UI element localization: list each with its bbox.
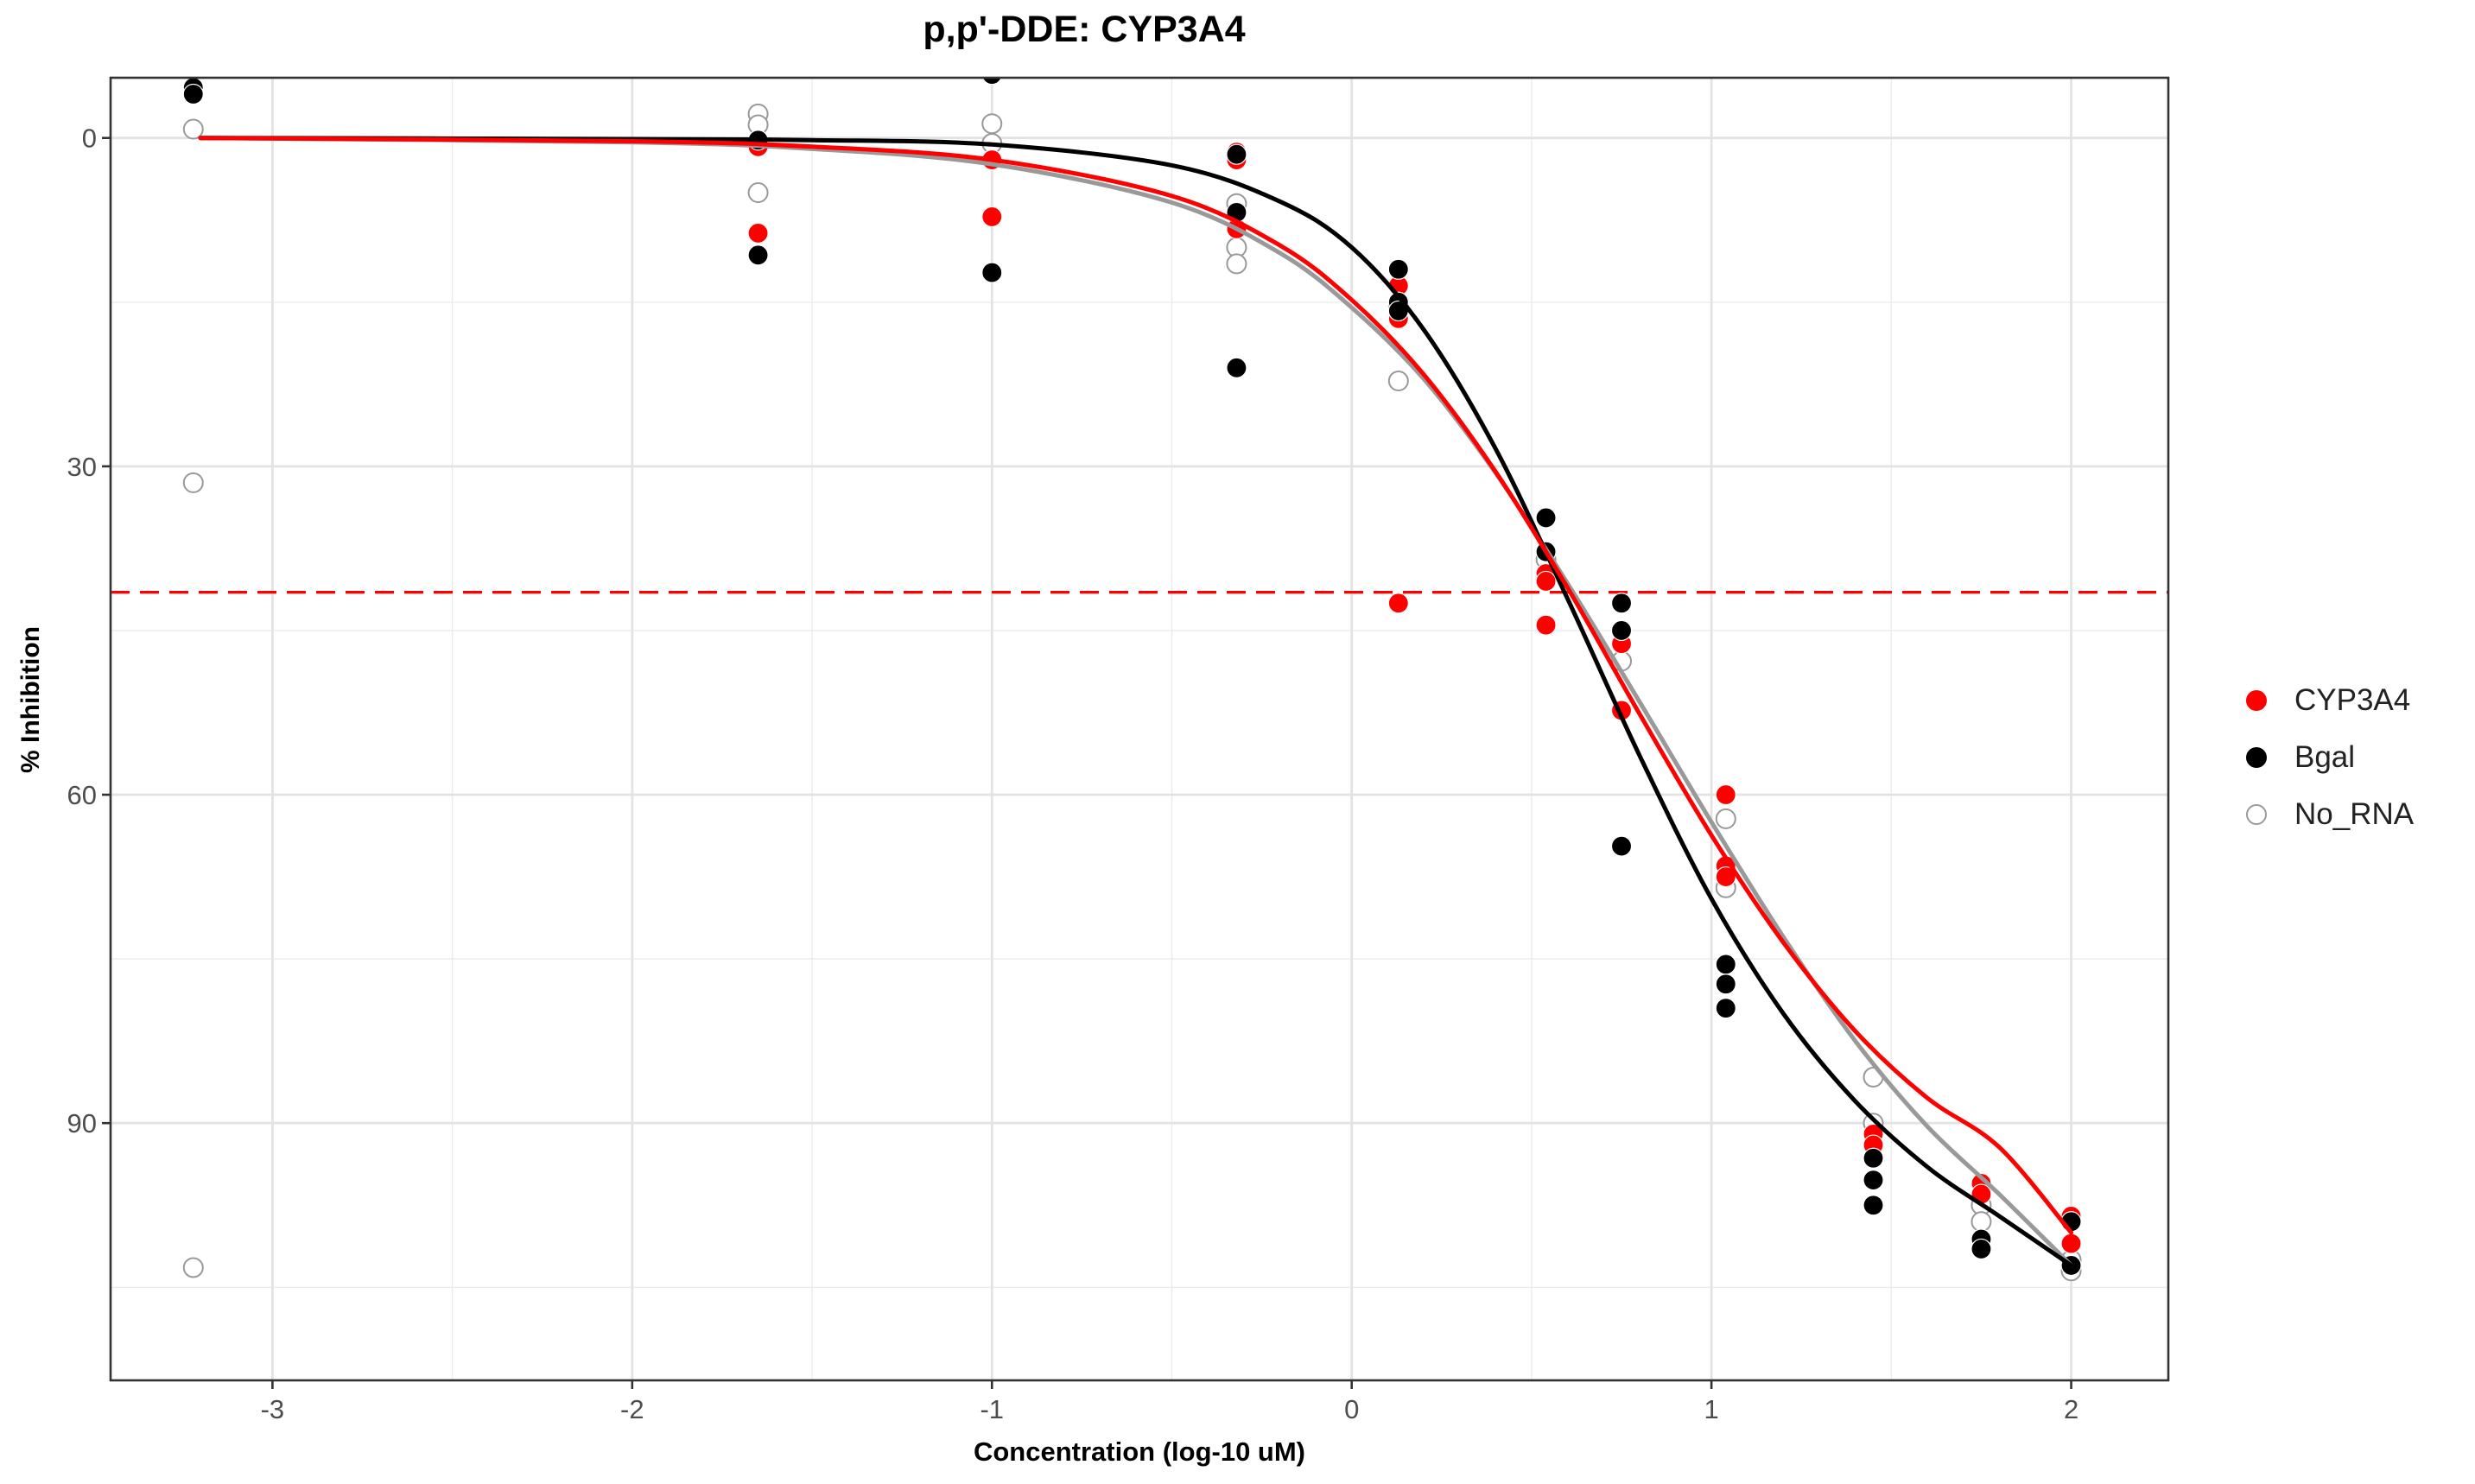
fit-curve-bgal — [198, 136, 2074, 1268]
y-tick-label: 90 — [67, 1108, 97, 1138]
x-tick-label: 1 — [1704, 1394, 1719, 1424]
legend-item-no_rna: No_RNA — [2237, 786, 2414, 843]
legend-label: CYP3A4 — [2294, 683, 2411, 717]
chart-title: p,p'-DDE: CYP3A4 — [923, 9, 1246, 50]
data-point-bgal — [1610, 593, 1633, 614]
data-point-bgal — [981, 78, 1002, 86]
legend-key — [2237, 796, 2275, 834]
x-axis-label: Concentration (log-10 uM) — [973, 1436, 1306, 1467]
data-point-bgal — [981, 262, 1003, 283]
data-point-bgal — [1387, 258, 1409, 280]
data-point-bgal — [1226, 143, 1247, 165]
data-point-no_rna — [1387, 371, 1409, 392]
fit-curves — [198, 136, 2074, 1268]
data-point-bgal — [1715, 998, 1736, 1019]
legend-label: No_RNA — [2294, 797, 2415, 831]
data-point-bgal — [1535, 507, 1557, 529]
y-tick-label: 30 — [67, 452, 97, 482]
plot-border — [109, 76, 2170, 1382]
x-tick-label: 0 — [1344, 1394, 1359, 1424]
data-point-bgal — [747, 244, 769, 266]
legend-item-bgal: Bgal — [2237, 729, 2414, 786]
fit-curve-cyp3a4 — [198, 136, 2074, 1235]
data-point-bgal — [1610, 619, 1633, 642]
data-point-bgal — [1715, 954, 1736, 975]
legend-key — [2237, 682, 2275, 720]
legend-marker — [2246, 690, 2267, 711]
data-point-cyp3a4 — [747, 222, 769, 244]
x-tick-label: -2 — [620, 1394, 644, 1424]
data-points — [182, 78, 2082, 1282]
data-point-no_rna — [747, 182, 769, 204]
data-point-bgal — [1863, 1169, 1884, 1191]
legend: CYP3A4 Bgal No_RNA — [2237, 672, 2414, 843]
x-tick-label: -3 — [261, 1394, 285, 1424]
legend-marker — [2246, 747, 2267, 768]
y-axis-label: % Inhibition — [16, 626, 45, 773]
data-point-cyp3a4 — [1535, 614, 1557, 636]
data-point-no_rna — [1970, 1211, 1992, 1233]
data-point-no_rna — [182, 472, 204, 493]
data-point-no_rna — [182, 118, 204, 140]
data-point-no_rna — [182, 1257, 204, 1278]
data-point-cyp3a4 — [1387, 593, 1409, 614]
data-point-bgal — [1863, 1147, 1884, 1169]
legend-item-cyp3a4: CYP3A4 — [2237, 672, 2414, 729]
legend-label: Bgal — [2294, 740, 2356, 774]
legend-key — [2237, 739, 2275, 777]
data-point-bgal — [182, 83, 204, 105]
data-point-cyp3a4 — [1715, 783, 1736, 806]
data-point-bgal — [1863, 1195, 1884, 1216]
data-point-bgal — [1970, 1238, 1992, 1260]
x-tick-label: 2 — [2064, 1394, 2078, 1424]
y-tick-label: 0 — [82, 124, 97, 154]
data-point-bgal — [1226, 357, 1247, 378]
data-point-bgal — [1610, 835, 1633, 857]
legend-marker — [2246, 804, 2267, 825]
data-point-no_rna — [981, 113, 1003, 135]
plot-background — [111, 78, 2168, 1380]
data-point-cyp3a4 — [2060, 1233, 2082, 1254]
data-point-cyp3a4 — [1535, 570, 1557, 593]
y-tick-label: 60 — [67, 780, 97, 810]
x-tick-label: -1 — [980, 1394, 1004, 1424]
data-point-no_rna — [1715, 808, 1736, 829]
data-point-bgal — [1715, 973, 1736, 995]
data-point-cyp3a4 — [981, 206, 1003, 228]
data-point-no_rna — [1226, 253, 1247, 275]
